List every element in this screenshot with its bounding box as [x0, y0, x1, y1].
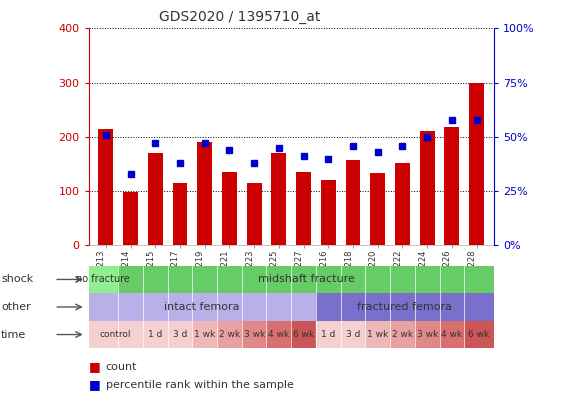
Bar: [192, 321, 217, 348]
Text: 3 d: 3 d: [346, 330, 360, 339]
Bar: [168, 321, 192, 348]
Bar: [267, 321, 291, 348]
Text: ■: ■: [89, 360, 100, 373]
Text: 2 wk: 2 wk: [219, 330, 240, 339]
Bar: [247, 183, 262, 245]
Text: count: count: [106, 362, 137, 371]
Bar: [321, 180, 336, 245]
Text: shock: shock: [1, 275, 33, 284]
Bar: [98, 129, 113, 245]
Text: 3 wk: 3 wk: [243, 330, 265, 339]
Text: 1 d: 1 d: [148, 330, 162, 339]
Bar: [291, 321, 316, 348]
Text: 4 wk: 4 wk: [441, 330, 463, 339]
Bar: [464, 321, 494, 348]
Bar: [341, 321, 365, 348]
Text: 1 wk: 1 wk: [194, 330, 215, 339]
Bar: [420, 132, 435, 245]
Text: percentile rank within the sample: percentile rank within the sample: [106, 380, 293, 390]
Text: time: time: [1, 330, 26, 339]
Bar: [197, 142, 212, 245]
Text: 3 wk: 3 wk: [417, 330, 438, 339]
Text: 3 d: 3 d: [173, 330, 187, 339]
Text: ■: ■: [89, 378, 100, 391]
Bar: [395, 163, 410, 245]
Bar: [172, 183, 187, 245]
Bar: [296, 172, 311, 245]
Text: intact femora: intact femora: [164, 302, 240, 312]
Text: 4 wk: 4 wk: [268, 330, 289, 339]
Text: 6 wk: 6 wk: [468, 330, 490, 339]
Bar: [89, 266, 118, 293]
Text: 1 d: 1 d: [321, 330, 336, 339]
Text: control: control: [100, 330, 131, 339]
Text: 6 wk: 6 wk: [293, 330, 314, 339]
Bar: [217, 321, 242, 348]
Bar: [440, 321, 464, 348]
Bar: [148, 153, 163, 245]
Bar: [89, 293, 316, 321]
Text: other: other: [1, 302, 31, 312]
Bar: [444, 127, 459, 245]
Bar: [316, 321, 341, 348]
Bar: [143, 321, 168, 348]
Text: midshaft fracture: midshaft fracture: [258, 275, 355, 284]
Text: 1 wk: 1 wk: [367, 330, 388, 339]
Bar: [345, 160, 360, 245]
Bar: [316, 293, 494, 321]
Bar: [123, 192, 138, 245]
Bar: [415, 321, 440, 348]
Bar: [242, 321, 267, 348]
Bar: [371, 173, 385, 245]
Text: fractured femora: fractured femora: [357, 302, 452, 312]
Bar: [89, 321, 143, 348]
Text: no fracture: no fracture: [77, 275, 130, 284]
Bar: [365, 321, 390, 348]
Bar: [469, 83, 484, 245]
Bar: [222, 172, 237, 245]
Bar: [390, 321, 415, 348]
Text: 2 wk: 2 wk: [392, 330, 413, 339]
Text: GDS2020 / 1395710_at: GDS2020 / 1395710_at: [159, 10, 320, 24]
Bar: [271, 153, 286, 245]
